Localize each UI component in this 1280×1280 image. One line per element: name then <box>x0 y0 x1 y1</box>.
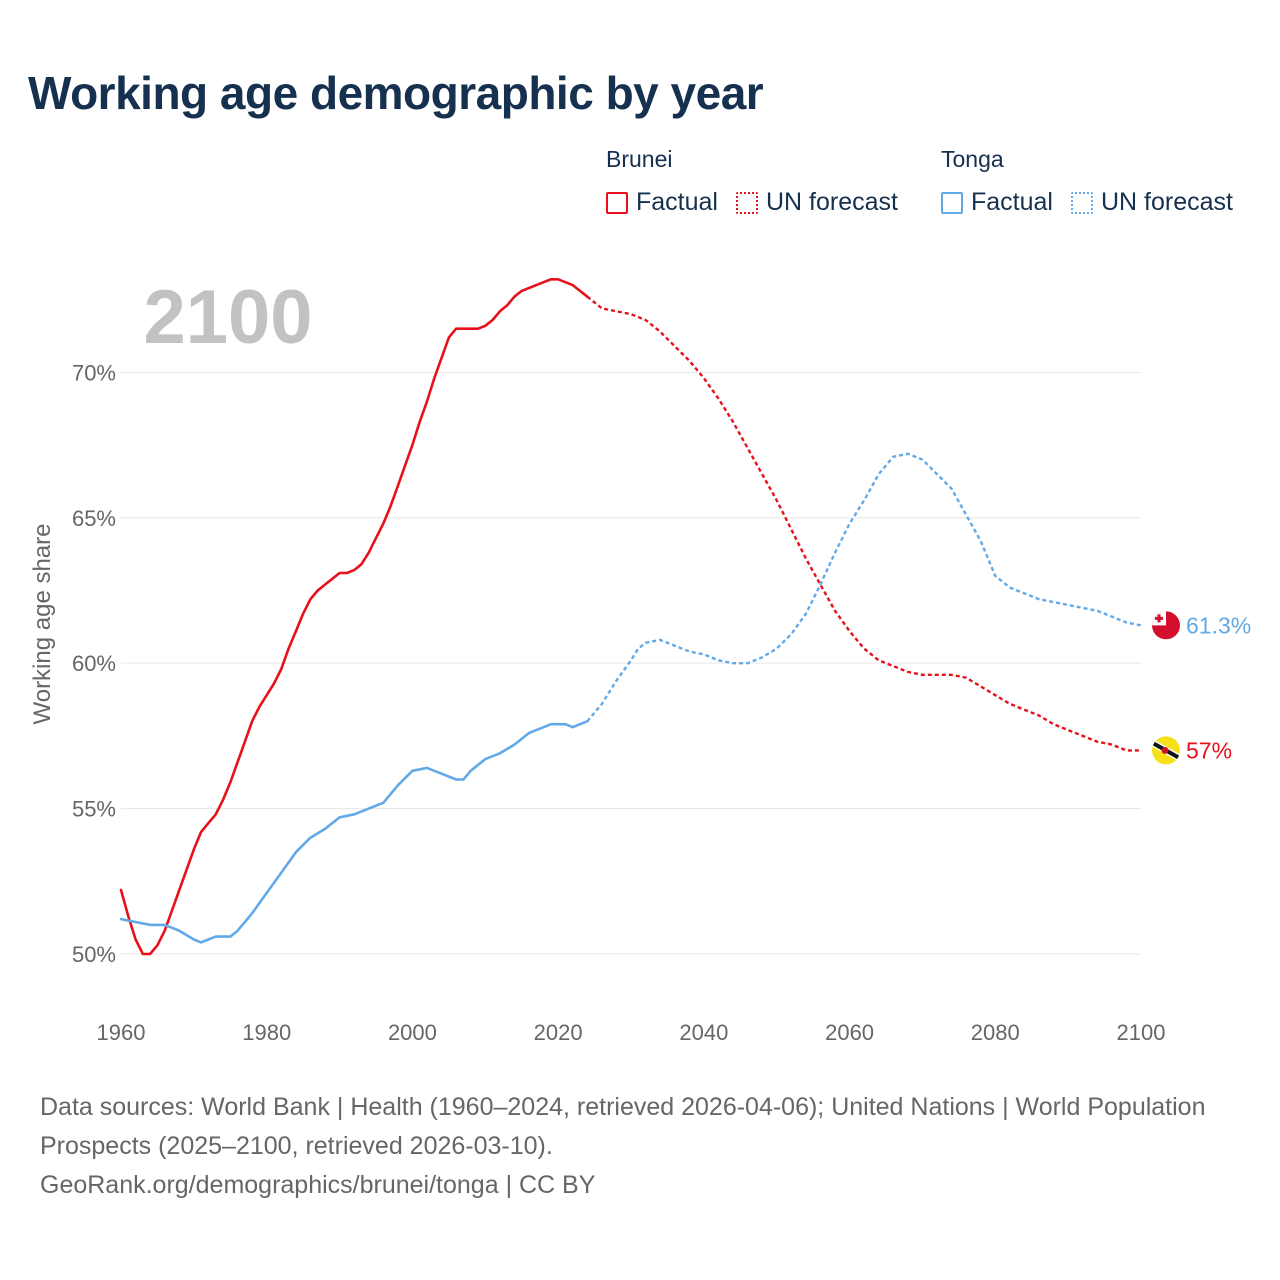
y-axis-label: Working age share <box>29 524 56 725</box>
series-line-brunei-factual[interactable] <box>119 278 589 956</box>
tonga-flag-icon <box>1152 611 1180 640</box>
end-value-label: 57% <box>1186 737 1232 763</box>
x-tick-label: 1960 <box>97 1020 146 1045</box>
line-chart: 2100 Working age share 50% 55% 60% 65% 70% 1… <box>29 275 1251 1045</box>
y-tick-label: 50% <box>72 942 116 967</box>
legend-group-brunei: Brunei Factual UN forecast <box>606 146 916 217</box>
legend-label: UN forecast <box>1100 188 1233 216</box>
year-watermark: 2100 <box>143 275 312 360</box>
legend-group-tonga: Tonga Factual UN forecast <box>941 146 1251 217</box>
y-tick-label: 65% <box>72 506 116 531</box>
legend-group-title: Brunei <box>606 146 673 172</box>
x-tick-label: 1980 <box>242 1020 291 1045</box>
legend-label: Factual <box>636 188 718 216</box>
x-tick-label: 2100 <box>1117 1020 1166 1045</box>
legend-swatch-dotted <box>735 191 758 214</box>
brunei-flag-icon <box>1152 736 1180 765</box>
x-tick-label: 2060 <box>825 1020 874 1045</box>
legend-label: UN forecast <box>765 188 898 216</box>
legend-swatch-solid <box>941 191 963 214</box>
legend-item-brunei-factual[interactable]: Factual <box>606 188 718 217</box>
legend-item-tonga-factual[interactable]: Factual <box>941 188 1053 217</box>
y-tick-label: 60% <box>72 651 116 676</box>
legend-item-brunei-forecast[interactable]: UN forecast <box>735 188 898 217</box>
data-sources: Data sources: World Bank | Health (1960–… <box>40 1093 1206 1160</box>
footer: Data sources: World Bank | Health (1960–… <box>40 1088 1220 1205</box>
chart-title: Working age demographic by year <box>28 67 764 119</box>
legend-group-title: Tonga <box>941 146 1004 172</box>
x-tick-label: 2000 <box>388 1020 437 1045</box>
legend-swatch-dotted <box>1070 191 1093 214</box>
legend-swatch-solid <box>606 191 628 214</box>
end-value-label: 61.3% <box>1186 612 1251 638</box>
series-line-tonga-forecast[interactable] <box>586 452 1142 723</box>
y-tick-label: 55% <box>72 797 116 822</box>
series-line-brunei-forecast[interactable] <box>586 295 1141 752</box>
credit-line: GeoRank.org/demographics/brunei/tonga | … <box>40 1171 596 1199</box>
x-tick-label: 2080 <box>971 1020 1020 1045</box>
legend-label: Factual <box>971 188 1053 216</box>
y-tick-label: 70% <box>72 360 116 385</box>
series-line-tonga-factual[interactable] <box>119 720 589 944</box>
x-tick-label: 2040 <box>679 1020 728 1045</box>
x-tick-label: 2020 <box>534 1020 583 1045</box>
legend-item-tonga-forecast[interactable]: UN forecast <box>1070 188 1233 217</box>
